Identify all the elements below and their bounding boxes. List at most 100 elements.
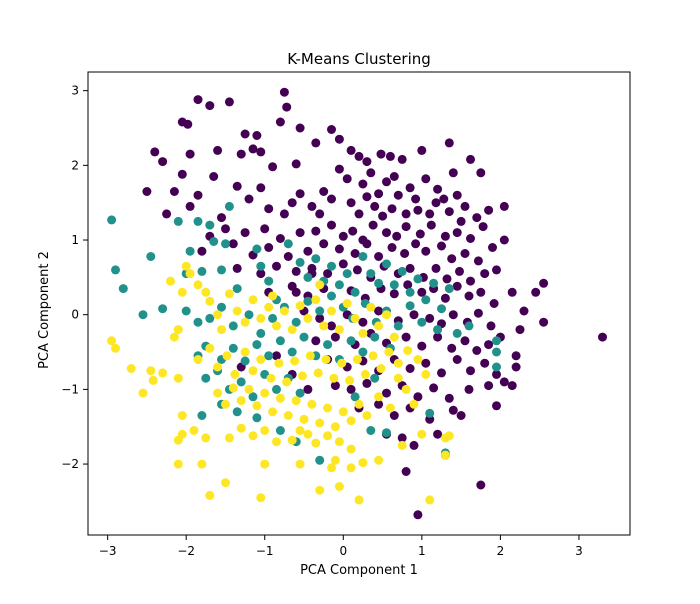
scatter-point bbox=[283, 411, 293, 420]
scatter-point bbox=[221, 399, 230, 409]
scatter-point bbox=[452, 328, 462, 338]
scatter-point bbox=[338, 259, 348, 269]
scatter-point bbox=[291, 396, 301, 406]
scatter-point bbox=[295, 388, 305, 398]
scatter-point bbox=[236, 377, 246, 387]
scatter-point bbox=[492, 265, 501, 275]
scatter-point bbox=[177, 429, 187, 439]
scatter-point bbox=[272, 321, 281, 331]
scatter-point bbox=[232, 263, 242, 273]
scatter-point bbox=[425, 209, 435, 219]
scatter-point bbox=[417, 341, 427, 351]
scatter-point bbox=[287, 325, 297, 335]
scatter-point bbox=[315, 455, 325, 465]
scatter-point bbox=[389, 280, 399, 290]
scatter-point bbox=[448, 310, 458, 320]
scatter-point bbox=[374, 189, 384, 199]
scatter-point bbox=[126, 364, 136, 373]
scatter-point bbox=[185, 246, 195, 256]
scatter-point bbox=[429, 278, 439, 288]
scatter-point bbox=[315, 485, 325, 495]
y-tick-label: −2 bbox=[61, 457, 79, 471]
scatter-point bbox=[205, 101, 215, 111]
scatter-point bbox=[201, 373, 211, 383]
scatter-point bbox=[169, 332, 179, 342]
scatter-point bbox=[392, 231, 402, 241]
scatter-point bbox=[248, 366, 258, 376]
scatter-point bbox=[464, 291, 474, 301]
scatter-point bbox=[197, 246, 207, 256]
scatter-point bbox=[222, 351, 232, 361]
scatter-point bbox=[111, 265, 120, 275]
scatter-point bbox=[244, 194, 254, 204]
scatter-point bbox=[431, 263, 441, 273]
scatter-point bbox=[303, 246, 313, 256]
scatter-point bbox=[295, 123, 305, 133]
scatter-point bbox=[268, 162, 278, 172]
scatter-point bbox=[232, 407, 242, 417]
scatter-point bbox=[362, 157, 372, 167]
scatter-point bbox=[472, 213, 482, 223]
scatter-point bbox=[444, 138, 454, 148]
scatter-point bbox=[334, 280, 344, 290]
scatter-point bbox=[268, 291, 278, 301]
scatter-point bbox=[460, 201, 470, 211]
scatter-point bbox=[354, 209, 364, 219]
scatter-point bbox=[173, 373, 183, 383]
scatter-point bbox=[370, 332, 380, 342]
scatter-point bbox=[272, 384, 281, 394]
scatter-point bbox=[374, 321, 384, 331]
scatter-point bbox=[486, 321, 496, 331]
scatter-point bbox=[315, 280, 325, 290]
scatter-point bbox=[397, 266, 407, 276]
scatter-point bbox=[431, 198, 441, 208]
scatter-point bbox=[370, 201, 380, 211]
scatter-point bbox=[213, 362, 223, 372]
scatter-point bbox=[374, 392, 384, 402]
scatter-point bbox=[295, 459, 305, 469]
scatter-point bbox=[346, 145, 356, 155]
points-layer bbox=[107, 87, 607, 520]
scatter-point bbox=[415, 229, 425, 239]
scatter-point bbox=[209, 172, 219, 181]
scatter-point bbox=[425, 313, 435, 323]
scatter-point bbox=[327, 220, 336, 230]
scatter-point bbox=[236, 396, 246, 406]
scatter-point bbox=[507, 381, 517, 391]
scatter-point bbox=[413, 274, 423, 284]
scatter-point bbox=[374, 252, 384, 261]
scatter-point bbox=[303, 384, 313, 394]
scatter-point bbox=[492, 362, 501, 372]
scatter-point bbox=[346, 463, 356, 473]
scatter-point bbox=[346, 416, 356, 426]
scatter-point bbox=[437, 241, 446, 251]
scatter-point bbox=[413, 205, 423, 215]
scatter-point bbox=[315, 306, 325, 316]
scatter-point bbox=[358, 252, 368, 261]
scatter-point bbox=[342, 174, 352, 184]
scatter-point bbox=[387, 204, 397, 214]
scatter-point bbox=[334, 325, 344, 335]
scatter-point bbox=[476, 168, 486, 178]
scatter-point bbox=[244, 384, 254, 394]
scatter-point bbox=[315, 313, 325, 323]
scatter-point bbox=[221, 478, 230, 488]
scatter-point bbox=[456, 216, 466, 226]
scatter-point bbox=[447, 343, 457, 353]
scatter-point bbox=[287, 435, 297, 445]
scatter-point bbox=[275, 336, 285, 346]
scatter-point bbox=[452, 281, 462, 291]
scatter-point bbox=[484, 205, 494, 215]
scatter-point bbox=[205, 313, 215, 323]
scatter-point bbox=[279, 306, 289, 316]
scatter-point bbox=[327, 463, 336, 473]
scatter-point bbox=[327, 261, 336, 271]
scatter-point bbox=[370, 373, 380, 383]
scatter-point bbox=[275, 117, 285, 127]
scatter-point bbox=[217, 302, 226, 312]
scatter-point bbox=[260, 388, 270, 398]
x-tick-label: 3 bbox=[575, 544, 583, 558]
y-tick-label: 3 bbox=[71, 84, 79, 98]
y-tick-label: 1 bbox=[71, 233, 79, 247]
scatter-point bbox=[327, 125, 336, 134]
